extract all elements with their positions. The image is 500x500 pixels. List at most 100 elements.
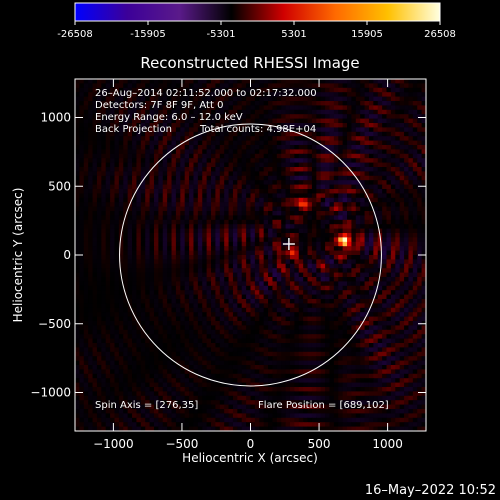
heatmap-cell [259,153,265,159]
heatmap-cell [272,263,278,269]
heatmap-cell [298,167,304,172]
heatmap-cell [333,299,339,304]
heatmap-cell [373,263,379,269]
heatmap-cell [215,325,221,331]
heatmap-cell [338,290,344,296]
heatmap-cell [311,175,317,181]
heatmap-cell [342,299,348,304]
heatmap-cell [224,255,230,260]
heatmap-cell [132,127,138,133]
heatmap-cell [417,255,423,260]
heatmap-cell [184,131,190,137]
heatmap-cell [263,105,269,111]
heatmap-cell [263,277,269,282]
heatmap-cell [215,321,221,326]
heatmap-cell [228,233,234,238]
heatmap-cell [96,294,102,300]
heatmap-cell [377,246,383,252]
heatmap-cell [272,153,278,159]
heatmap-cell [307,171,313,177]
heatmap-cell [377,303,383,309]
heatmap-cell [307,255,313,260]
heatmap-cell [83,171,89,177]
heatmap-cell [127,277,133,282]
heatmap-cell [202,175,208,181]
heatmap-cell [368,162,374,168]
heatmap-cell [320,347,326,353]
heatmap-cell [263,180,269,186]
heatmap-cell [219,215,225,221]
heatmap-cell [197,303,203,309]
heatmap-cell [189,294,195,300]
heatmap-cell [268,281,274,287]
heatmap-cell [329,123,335,128]
heatmap-cell [162,105,168,111]
heatmap-cell [368,237,374,243]
heatmap-cell [294,136,300,142]
heatmap-cell [360,277,366,282]
heatmap-cell [75,334,80,340]
heatmap-cell [412,263,418,269]
heatmap-cell [355,263,361,269]
heatmap-cell [404,206,410,212]
heatmap-cell [158,259,164,265]
heatmap-cell [83,272,89,278]
heatmap-cell [268,180,274,186]
heatmap-cell [189,259,195,265]
heatmap-cell [241,96,247,102]
heatmap-cell [136,136,142,142]
heatmap-cell [408,197,414,203]
heatmap-cell [285,263,291,269]
heatmap-cell [224,246,230,252]
heatmap-cell [360,303,366,309]
heatmap-cell [382,246,388,252]
heatmap-cell [224,215,230,221]
heatmap-cell [268,79,274,84]
heatmap-cell [303,96,309,102]
heatmap-cell [263,211,269,216]
heatmap-cell [250,237,256,243]
heatmap-cell [333,294,339,300]
heatmap-cell [246,246,252,252]
heatmap-cell [373,316,379,322]
heatmap-cell [325,127,331,133]
heatmap-cell [259,259,265,265]
heatmap-cell [88,136,94,142]
heatmap-cell [206,211,212,216]
heatmap-cell [145,272,151,278]
heatmap-cell [342,250,348,256]
heatmap-cell [355,241,361,247]
heatmap-cell [110,153,116,159]
heatmap-cell [88,294,94,300]
heatmap-cell [83,325,89,331]
heatmap-cell [110,96,116,102]
heatmap-cell [377,83,383,89]
heatmap-cell [399,206,405,212]
heatmap-cell [338,241,344,247]
heatmap-cell [105,294,111,300]
heatmap-cell [373,228,379,234]
heatmap-cell [92,303,98,309]
heatmap-cell [224,211,230,216]
heatmap-cell [325,316,331,322]
heatmap-cell [162,136,168,142]
heatmap-cell [167,294,173,300]
heatmap-cell [175,334,181,340]
heatmap-cell [408,96,414,102]
heatmap-cell [123,149,129,155]
heatmap-cell [404,325,410,331]
heatmap-cell [175,158,181,164]
heatmap-cell [237,285,243,291]
heatmap-cell [404,233,410,238]
heatmap-cell [259,87,265,93]
heatmap-cell [79,329,85,335]
heatmap-cell [325,197,331,203]
heatmap-cell [364,123,370,128]
heatmap-cell [193,127,199,133]
heatmap-cell [153,241,159,247]
heatmap-cell [390,219,396,225]
heatmap-cell [228,162,234,168]
heatmap-cell [193,334,199,340]
heatmap-cell [329,303,335,309]
heatmap-cell [228,149,234,155]
